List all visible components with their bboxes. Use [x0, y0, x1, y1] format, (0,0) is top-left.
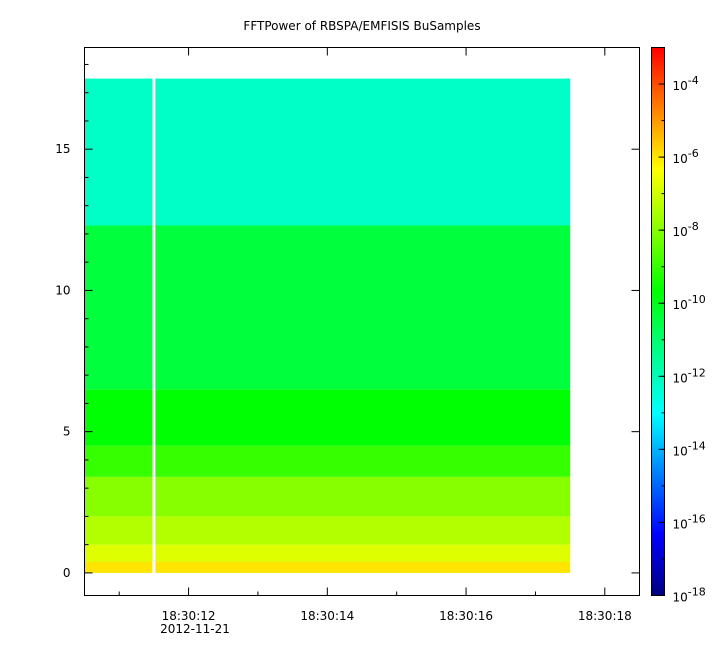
- heatmap-band: [84, 225, 571, 390]
- y-axis: 0 5 10 15: [55, 63, 640, 580]
- colorbar-axis: 10-18 10-16 10-14 10-12 10-10 10-8 10-6 10-4: [658, 47, 706, 605]
- colorbar-tick-label: 10-6: [673, 147, 699, 166]
- x-axis-date-label: 2012-11-21: [160, 622, 230, 636]
- heatmap-band: [84, 561, 571, 573]
- x-axis: 18:30:12 18:30:14 18:30:16 18:30:18: [118, 47, 632, 623]
- heatmap-band: [84, 476, 571, 517]
- x-tick-label: 18:30:12: [162, 609, 216, 623]
- heatmap-band: [84, 516, 571, 545]
- colorbar-tick-label: 10-12: [673, 366, 706, 385]
- heatmap-band: [84, 544, 571, 562]
- y-tick-label: 15: [55, 142, 70, 156]
- y-tick-label: 0: [63, 566, 71, 580]
- x-tick-label: 18:30:18: [578, 609, 632, 623]
- colorbar-tick-label: 10-8: [673, 220, 699, 239]
- chart-title: FFTPower of RBSPA/EMFISIS BuSamples: [243, 19, 480, 33]
- colorbar: [651, 47, 665, 596]
- y-tick-label: 5: [63, 425, 71, 439]
- data-gap: [152, 78, 156, 573]
- colorbar-tick-label: 10-4: [673, 74, 699, 93]
- heatmap-bands: [84, 78, 571, 573]
- colorbar-tick-label: 10-18: [673, 586, 706, 605]
- heatmap-band: [84, 78, 571, 226]
- heatmap-band: [84, 389, 571, 446]
- colorbar-tick-label: 10-10: [673, 293, 706, 312]
- x-tick-label: 18:30:14: [300, 609, 354, 623]
- y-tick-label: 10: [55, 283, 70, 297]
- colorbar-tick-label: 10-14: [673, 439, 706, 458]
- x-tick-label: 18:30:16: [439, 609, 493, 623]
- heatmap-band: [84, 445, 571, 477]
- colorbar-tick-label: 10-16: [673, 512, 706, 531]
- plot-frame: [84, 47, 640, 596]
